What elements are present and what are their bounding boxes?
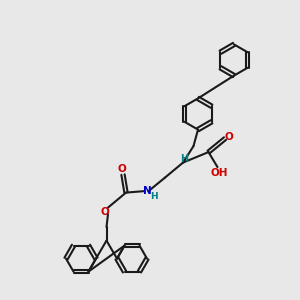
- Text: N: N: [142, 186, 152, 196]
- Text: O: O: [117, 164, 126, 174]
- Text: H: H: [180, 154, 189, 164]
- Text: H: H: [150, 192, 158, 201]
- Text: OH: OH: [210, 167, 228, 178]
- Text: O: O: [224, 132, 233, 142]
- Text: O: O: [100, 207, 109, 217]
